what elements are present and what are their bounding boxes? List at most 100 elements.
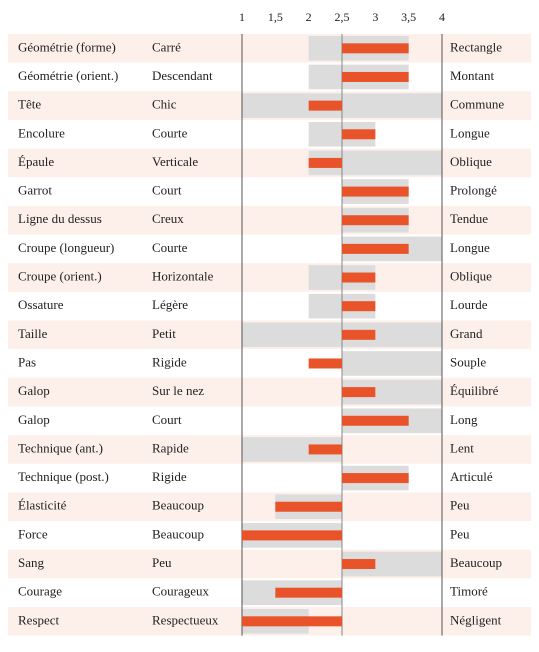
row-band	[8, 549, 531, 579]
low-label: Sur le nez	[152, 383, 204, 398]
value-bar	[342, 43, 409, 54]
row-label: Ossature	[18, 297, 64, 312]
row-label: Élasticité	[18, 498, 67, 513]
row-label: Respect	[18, 612, 60, 627]
high-label: Lourde	[450, 297, 488, 312]
x-tick-label: 1,5	[268, 10, 283, 24]
x-tick-label: 4	[439, 10, 445, 24]
row-label: Taille	[18, 326, 48, 341]
row-band	[8, 148, 531, 178]
value-bar	[275, 501, 342, 512]
value-bar	[308, 444, 342, 455]
high-label: Oblique	[450, 269, 492, 284]
high-label: Montant	[450, 68, 494, 83]
low-label: Beaucoup	[152, 498, 204, 513]
range-bar	[342, 351, 442, 376]
row-label: Pas	[18, 354, 36, 369]
high-label: Long	[450, 412, 478, 427]
high-label: Grand	[450, 326, 483, 341]
value-bar	[342, 329, 376, 340]
row-label: Galop	[18, 412, 50, 427]
row-band	[8, 492, 531, 522]
value-bar	[342, 559, 376, 570]
x-tick-label: 1	[239, 10, 245, 24]
row-band	[8, 205, 531, 235]
row-label: Épaule	[18, 154, 54, 169]
high-label: Prolongé	[450, 183, 497, 198]
row-label: Garrot	[18, 183, 52, 198]
high-label: Beaucoup	[450, 555, 502, 570]
high-label: Tendue	[450, 211, 488, 226]
row-label: Galop	[18, 383, 50, 398]
low-label: Légère	[152, 297, 188, 312]
high-label: Longue	[450, 240, 490, 255]
low-label: Petit	[152, 326, 176, 341]
value-bar	[342, 186, 409, 197]
value-bar	[275, 587, 342, 598]
high-label: Souple	[450, 354, 486, 369]
high-label: Rectangle	[450, 39, 502, 54]
value-bar	[308, 157, 342, 168]
row-band	[8, 377, 531, 407]
value-bar	[342, 387, 376, 398]
value-bar	[342, 272, 376, 283]
row-label: Croupe (longueur)	[18, 240, 114, 255]
x-tick-label: 2,5	[335, 10, 350, 24]
low-label: Court	[152, 183, 182, 198]
low-label: Courte	[152, 125, 188, 140]
row-band	[8, 34, 531, 63]
value-bar	[342, 415, 409, 426]
x-tick-label: 2	[306, 10, 312, 24]
low-label: Beaucoup	[152, 526, 204, 541]
x-tick-label: 3	[372, 10, 378, 24]
value-bar	[242, 616, 342, 627]
value-bar	[342, 243, 409, 254]
value-bar	[342, 301, 376, 312]
low-label: Chic	[152, 97, 177, 112]
row-label: Géométrie (orient.)	[18, 68, 118, 83]
low-label: Court	[152, 412, 182, 427]
low-label: Verticale	[152, 154, 198, 169]
x-tick-label: 3,5	[401, 10, 416, 24]
high-label: Articulé	[450, 469, 493, 484]
row-label: Force	[18, 526, 48, 541]
low-label: Carré	[152, 39, 181, 54]
high-label: Oblique	[450, 154, 492, 169]
low-label: Peu	[152, 555, 172, 570]
row-label: Sang	[18, 555, 45, 570]
row-label: Courage	[18, 584, 62, 599]
low-label: Rigide	[152, 354, 187, 369]
low-label: Rigide	[152, 469, 187, 484]
row-label: Ligne du dessus	[18, 211, 102, 226]
value-bar	[342, 129, 376, 140]
low-label: Descendant	[152, 68, 213, 83]
row-label: Croupe (orient.)	[18, 269, 102, 284]
high-label: Lent	[450, 440, 474, 455]
value-bar	[342, 71, 409, 82]
value-bar	[342, 215, 409, 226]
high-label: Timoré	[450, 584, 488, 599]
row-label: Tête	[18, 97, 41, 112]
high-label: Peu	[450, 498, 470, 513]
low-label: Rapide	[152, 440, 189, 455]
value-bar	[342, 473, 409, 484]
value-bar	[308, 100, 342, 111]
high-label: Équilibré	[450, 383, 499, 398]
row-label: Géométrie (forme)	[18, 39, 116, 54]
low-label: Respectueux	[152, 612, 219, 627]
low-label: Horizontale	[152, 269, 214, 284]
high-label: Négligent	[450, 612, 502, 627]
row-label: Encolure	[18, 125, 65, 140]
high-label: Longue	[450, 125, 490, 140]
low-label: Courte	[152, 240, 188, 255]
row-label: Technique (ant.)	[18, 440, 103, 455]
high-label: Peu	[450, 526, 470, 541]
value-bar	[308, 358, 342, 369]
value-bar	[242, 530, 342, 541]
low-label: Creux	[152, 211, 184, 226]
low-label: Courageux	[152, 584, 210, 599]
row-band	[8, 263, 531, 292]
row-label: Technique (post.)	[18, 469, 109, 484]
high-label: Commune	[450, 97, 504, 112]
